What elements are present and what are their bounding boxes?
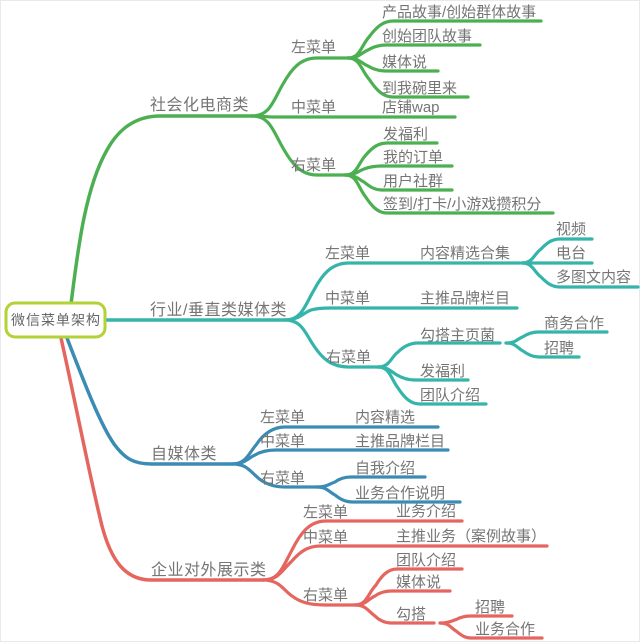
b2-leaf-brand-column: 主推品牌栏目 bbox=[420, 290, 510, 307]
branch-self-media: 自媒体类 左菜单 内容精选 中菜单 主推品牌栏目 右菜单 自我介绍 业务合作说明 bbox=[65, 336, 462, 504]
branch1-label: 社会化电商类 bbox=[150, 96, 249, 114]
connector-b3-right-menu bbox=[230, 462, 319, 489]
connector-b3-middle-menu bbox=[230, 448, 450, 466]
connector-b2-left-sub-0 bbox=[520, 237, 594, 265]
b3-left-menu-label: 左菜单 bbox=[260, 409, 305, 426]
root-node-box bbox=[4, 301, 107, 339]
connector-b2-right-child-0 bbox=[376, 341, 502, 369]
b4-leaf-recruiting: 招聘 bbox=[475, 599, 505, 616]
connector-b4-middle-menu bbox=[261, 544, 549, 582]
b3-leaf-self-intro: 自我介绍 bbox=[355, 460, 415, 477]
root-node-label: 微信菜单架构 bbox=[11, 312, 101, 328]
b4-middle-menu-label: 中菜单 bbox=[303, 529, 348, 546]
b1-leaf-checkin-points: 签到/打卡/小游戏攒积分 bbox=[383, 196, 541, 213]
b1-leaf-user-community: 用户社群 bbox=[383, 173, 443, 190]
b2-node-curated-collection: 内容精选合集 bbox=[420, 245, 510, 262]
connector-b2-right-sub-1 bbox=[504, 341, 581, 359]
b3-right-menu-label: 右菜单 bbox=[260, 470, 305, 487]
b3-leaf-brand-column: 主推品牌栏目 bbox=[355, 433, 445, 450]
b3-leaf-biz-cooperation-note: 业务合作说明 bbox=[355, 485, 445, 502]
b4-leaf-biz-cooperation: 业务合作 bbox=[475, 621, 535, 638]
connector-b1-right-child-1 bbox=[343, 164, 454, 177]
connector-b4-right-sub-0 bbox=[438, 614, 514, 625]
connector-b2-middle-menu bbox=[283, 306, 519, 322]
b2-leaf-team-intro: 团队介绍 bbox=[420, 387, 480, 404]
branch-vertical-media: 行业/垂直类媒体类 左菜单 内容精选合集 视频 电台 多图文内容 中菜单 主推品… bbox=[102, 221, 640, 406]
connector-b1-left-child-1 bbox=[346, 43, 482, 60]
b2-right-menu-label: 右菜单 bbox=[326, 349, 371, 366]
connector-b1-left-child-3 bbox=[346, 56, 470, 99]
b3-middle-menu-label: 中菜单 bbox=[260, 433, 305, 450]
b2-middle-menu-label: 中菜单 bbox=[325, 290, 370, 307]
b2-leaf-benefits: 发福利 bbox=[420, 363, 465, 380]
b1-leaf-founder-team-story: 创始团队故事 bbox=[382, 28, 472, 45]
b4-leaf-media-says: 媒体说 bbox=[396, 574, 441, 591]
branch-enterprise-display: 企业对外展示类 左菜单 业务介绍 中菜单 主推业务（案例故事） 右菜单 团队介绍… bbox=[59, 336, 549, 640]
b2-node-contact-admin: 勾搭主页菌 bbox=[420, 327, 495, 344]
b1-leaf-benefits: 发福利 bbox=[383, 126, 428, 143]
b2-leaf-video: 视频 bbox=[556, 221, 586, 238]
connector-b4-right-child-2 bbox=[353, 603, 436, 625]
b1-leaf-media-says: 媒体说 bbox=[382, 54, 427, 71]
root-node: 微信菜单架构 bbox=[4, 301, 107, 339]
b1-middle-menu-label: 中菜单 bbox=[291, 99, 336, 116]
b1-right-menu-label: 右菜单 bbox=[291, 157, 336, 174]
connector-b2-right-child-2 bbox=[376, 365, 488, 406]
b4-left-menu-label: 左菜单 bbox=[303, 504, 348, 521]
b2-leaf-multi-article: 多图文内容 bbox=[556, 269, 631, 286]
branch-social-ecommerce: 社会化电商类 左菜单 产品故事/创始群体故事 创始团队故事 媒体说 到我碗里来 … bbox=[69, 4, 555, 306]
b2-leaf-biz-cooperation: 商务合作 bbox=[544, 315, 604, 332]
b2-leaf-recruiting: 招聘 bbox=[544, 340, 574, 357]
connector-b1-right-child-3 bbox=[343, 173, 555, 215]
connector-b2-right-sub-0 bbox=[504, 330, 609, 345]
b1-left-menu-label: 左菜单 bbox=[291, 39, 336, 56]
b4-leaf-biz-intro: 业务介绍 bbox=[396, 503, 456, 520]
connector-b1-middle-menu bbox=[250, 114, 457, 119]
branch3-label: 自媒体类 bbox=[151, 445, 217, 463]
connector-b3-trunk bbox=[65, 336, 234, 466]
connector-b4-right-menu bbox=[261, 578, 357, 607]
connector-b4-right-sub-1 bbox=[438, 621, 544, 640]
b4-leaf-main-biz-cases: 主推业务（案例故事） bbox=[396, 527, 546, 545]
connector-b4-right-child-1 bbox=[353, 589, 452, 607]
connector-b1-left-menu bbox=[250, 56, 350, 118]
b3-leaf-curated-content: 内容精选 bbox=[355, 409, 415, 426]
branch2-label: 行业/垂直类媒体类 bbox=[150, 301, 287, 319]
connector-b4-trunk bbox=[59, 336, 265, 582]
connector-b1-trunk bbox=[69, 114, 254, 306]
connector-b3-right-child-0 bbox=[315, 475, 427, 489]
b4-right-menu-label: 右菜单 bbox=[303, 587, 348, 604]
b4-node-contact: 勾搭 bbox=[396, 606, 426, 623]
connector-b2-left-sub-2 bbox=[520, 261, 640, 289]
b1-leaf-my-orders: 我的订单 bbox=[383, 149, 443, 166]
branch4-label: 企业对外展示类 bbox=[151, 561, 267, 579]
connector-b3-right-child-1 bbox=[315, 485, 462, 504]
connector-b2-right-menu bbox=[283, 318, 380, 369]
connector-b1-right-menu bbox=[250, 114, 347, 177]
b1-leaf-come-to-me: 到我碗里来 bbox=[382, 80, 457, 97]
b1-leaf-product-story: 产品故事/创始群体故事 bbox=[382, 4, 536, 21]
b4-leaf-team-intro: 团队介绍 bbox=[396, 552, 456, 569]
b2-left-menu-label: 左菜单 bbox=[325, 245, 370, 262]
b1-leaf-shop-wap: 店铺wap bbox=[382, 99, 440, 116]
b2-leaf-radio: 电台 bbox=[556, 245, 586, 262]
